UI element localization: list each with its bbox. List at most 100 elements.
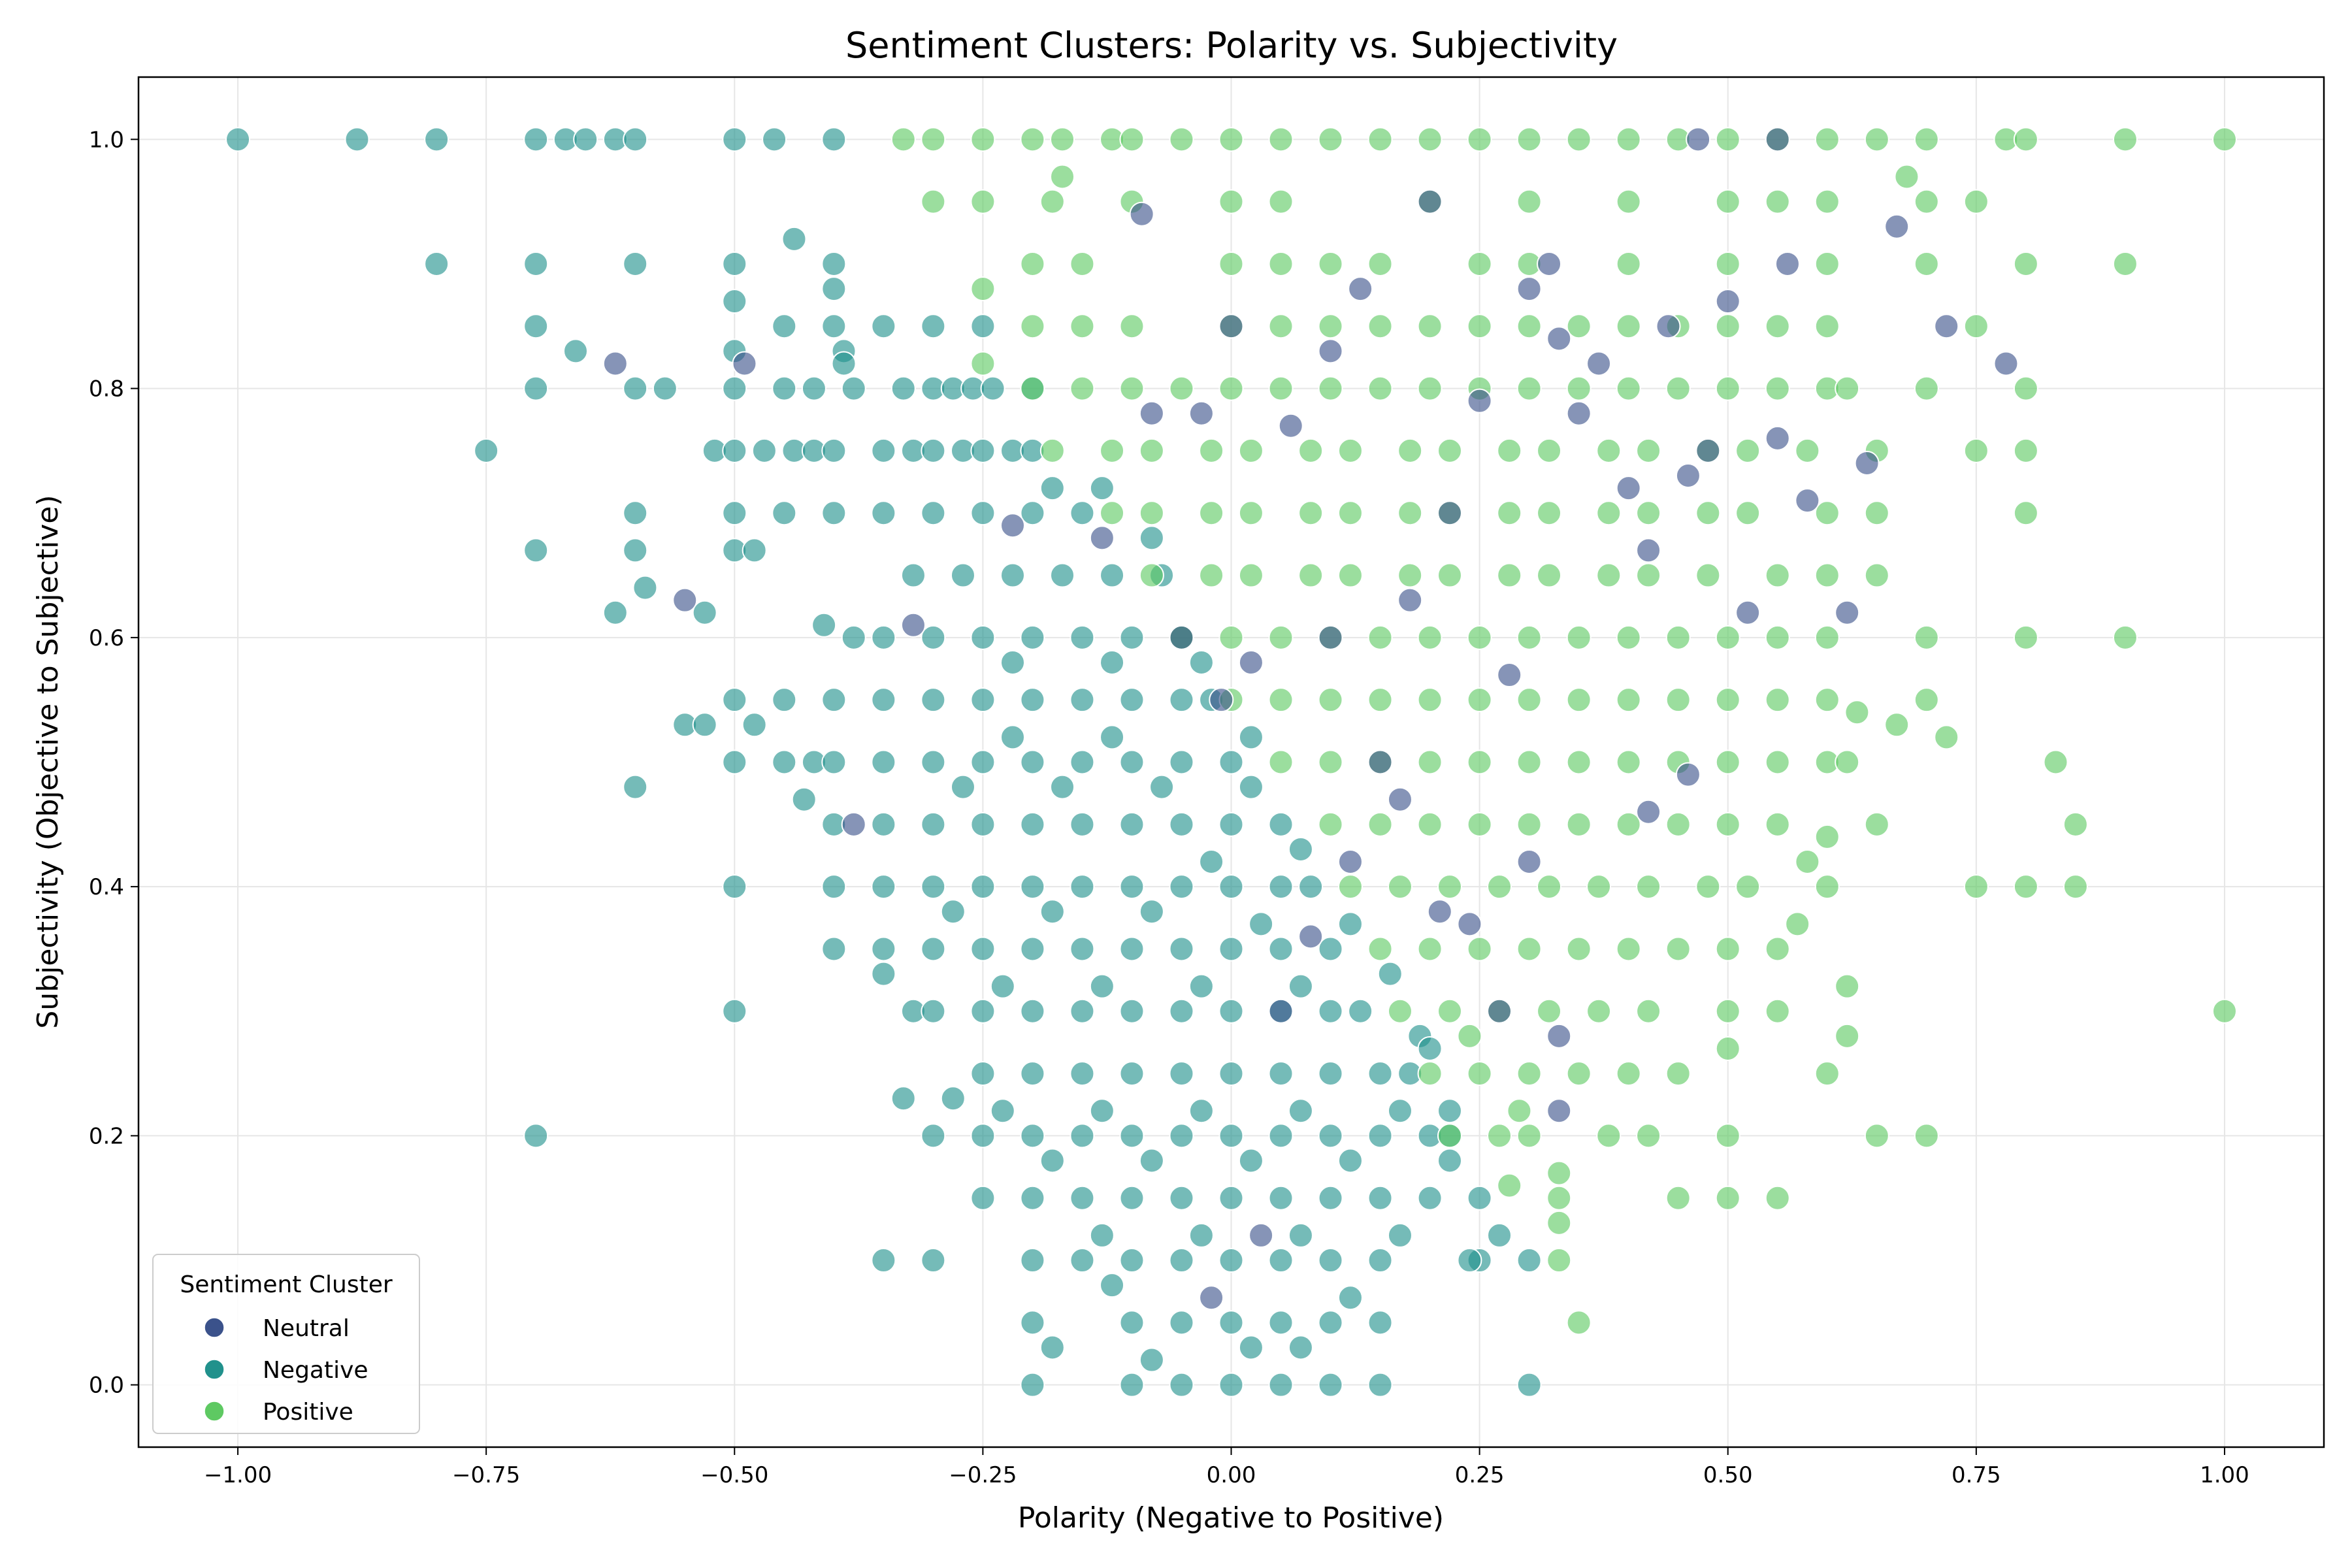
y-tick-label: 0.8 bbox=[89, 376, 124, 402]
point-positive bbox=[1268, 314, 1294, 339]
point-positive bbox=[1238, 438, 1264, 463]
point-positive bbox=[1467, 749, 1492, 775]
point-positive bbox=[1665, 376, 1691, 401]
point-negative bbox=[602, 600, 628, 625]
point-positive bbox=[1914, 189, 1939, 214]
point-negative bbox=[1169, 1372, 1194, 1397]
point-positive bbox=[1199, 563, 1224, 588]
point-negative bbox=[871, 625, 896, 650]
point-positive bbox=[1397, 563, 1423, 588]
point-negative bbox=[722, 438, 747, 463]
point-neutral bbox=[1566, 400, 1592, 426]
point-negative bbox=[1149, 774, 1175, 800]
point-neutral bbox=[1675, 762, 1701, 787]
point-neutral bbox=[1616, 476, 1641, 501]
point-negative bbox=[1020, 1123, 1045, 1149]
point-positive bbox=[1814, 563, 1840, 588]
point-negative bbox=[1020, 687, 1045, 713]
point-positive bbox=[1417, 749, 1443, 775]
point-negative bbox=[970, 314, 996, 339]
point-negative bbox=[1020, 500, 1045, 526]
point-positive bbox=[1546, 1248, 1572, 1273]
point-negative bbox=[871, 438, 896, 463]
point-negative bbox=[523, 251, 549, 276]
point-positive bbox=[1218, 189, 1244, 214]
point-negative bbox=[1417, 1185, 1443, 1211]
point-negative bbox=[772, 749, 797, 775]
point-negative bbox=[921, 936, 946, 962]
point-negative bbox=[623, 774, 648, 800]
point-positive bbox=[1387, 998, 1413, 1024]
point-negative bbox=[1119, 625, 1145, 650]
point-negative bbox=[1100, 649, 1125, 675]
point-negative bbox=[1268, 936, 1294, 962]
point-negative bbox=[1218, 811, 1244, 837]
point-positive bbox=[1665, 687, 1691, 713]
point-neutral bbox=[1516, 276, 1542, 302]
point-positive bbox=[1516, 127, 1542, 152]
point-negative bbox=[1188, 973, 1214, 999]
point-positive bbox=[1715, 1036, 1740, 1061]
y-tick-label: 0.0 bbox=[89, 1373, 124, 1399]
point-negative bbox=[821, 936, 847, 962]
point-negative bbox=[1367, 1372, 1393, 1397]
point-positive bbox=[1417, 127, 1443, 152]
point-positive bbox=[1417, 687, 1443, 713]
point-positive bbox=[1665, 1061, 1691, 1086]
point-neutral bbox=[1139, 400, 1164, 426]
point-neutral bbox=[1497, 662, 1522, 688]
point-positive bbox=[1487, 1123, 1512, 1149]
point-neutral bbox=[1387, 787, 1413, 812]
point-negative bbox=[1337, 911, 1363, 937]
y-tick-label: 0.6 bbox=[89, 625, 124, 651]
point-positive bbox=[1636, 1123, 1661, 1149]
point-positive bbox=[1566, 127, 1592, 152]
point-positive bbox=[1318, 127, 1343, 152]
point-positive bbox=[1507, 1098, 1532, 1124]
point-neutral bbox=[1298, 924, 1324, 949]
point-negative bbox=[1218, 936, 1244, 962]
point-positive bbox=[970, 189, 996, 214]
point-positive bbox=[1616, 251, 1641, 276]
x-tick-label: −0.75 bbox=[452, 1462, 520, 1488]
point-negative bbox=[1218, 1123, 1244, 1149]
point-positive bbox=[1814, 824, 1840, 849]
point-positive bbox=[1020, 376, 1045, 401]
point-positive bbox=[1367, 936, 1393, 962]
point-negative bbox=[623, 538, 648, 563]
point-neutral bbox=[1089, 525, 1115, 551]
point-neutral bbox=[1835, 600, 1860, 625]
point-negative bbox=[1218, 1310, 1244, 1335]
point-neutral bbox=[1546, 326, 1572, 351]
point-negative bbox=[970, 1061, 996, 1086]
point-negative bbox=[871, 936, 896, 962]
point-negative bbox=[1288, 836, 1313, 862]
point-negative bbox=[1039, 1148, 1065, 1173]
point-negative bbox=[623, 376, 648, 401]
point-positive bbox=[1835, 749, 1860, 775]
point-neutral bbox=[1993, 351, 2019, 376]
point-positive bbox=[2013, 874, 2038, 900]
point-positive bbox=[1318, 251, 1343, 276]
legend-marker-negative bbox=[204, 1359, 225, 1380]
point-negative bbox=[692, 600, 717, 625]
point-negative bbox=[1169, 874, 1194, 900]
point-neutral bbox=[841, 811, 866, 837]
point-negative bbox=[871, 961, 896, 987]
point-positive bbox=[1566, 749, 1592, 775]
point-positive bbox=[1268, 376, 1294, 401]
point-positive bbox=[1914, 251, 1939, 276]
point-positive bbox=[1695, 874, 1721, 900]
point-negative bbox=[921, 811, 946, 837]
point-negative bbox=[1268, 1185, 1294, 1211]
point-positive bbox=[1318, 376, 1343, 401]
point-positive bbox=[1715, 1185, 1740, 1211]
point-negative bbox=[1387, 1222, 1413, 1248]
point-positive bbox=[1497, 1173, 1522, 1198]
point-negative bbox=[1039, 476, 1065, 501]
point-positive bbox=[1616, 749, 1641, 775]
point-negative bbox=[1318, 1310, 1343, 1335]
point-negative bbox=[1119, 936, 1145, 962]
point-negative bbox=[742, 712, 767, 738]
point-negative bbox=[1070, 1185, 1095, 1211]
